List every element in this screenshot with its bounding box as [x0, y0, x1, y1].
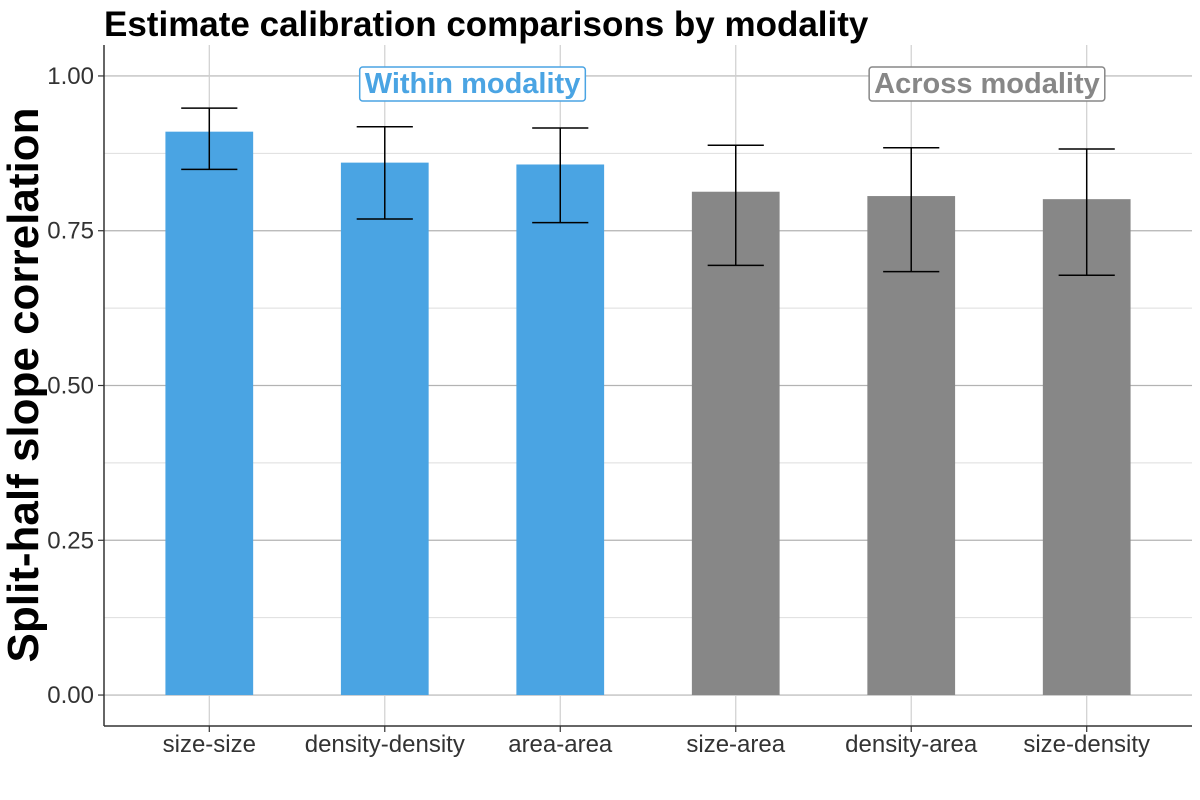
gridlines	[104, 45, 1192, 726]
bar-size-area	[691, 191, 780, 696]
y-axis-label: Split-half slope correlation	[0, 108, 48, 663]
group-labels: Within modality Across modality	[358, 66, 1106, 102]
bar-size-density	[1042, 199, 1131, 696]
chart-title: Estimate calibration comparisons by moda…	[104, 5, 869, 44]
group-label-text: Within modality	[365, 68, 581, 100]
x-tick-label: density-density	[305, 731, 465, 758]
group-label-box	[868, 66, 1106, 102]
y-tick-label: 0.75	[47, 218, 94, 245]
bar-size-size	[165, 131, 254, 696]
x-tick-label: size-size	[163, 731, 256, 758]
x-tick-label: area-area	[508, 731, 613, 758]
y-tick-label: 1.00	[47, 63, 94, 90]
x-tick-label: density-area	[845, 731, 978, 758]
tick-labels: 0.00 0.25 0.50 0.75 1.00 size-size density-den…	[47, 63, 1150, 758]
y-tick-label: 0.00	[47, 682, 94, 709]
group-label-box	[358, 66, 587, 102]
group-label-1: Across modality	[868, 66, 1106, 102]
error-bars	[181, 107, 1115, 277]
group-label-0: Within modality	[358, 66, 587, 102]
x-tick-label: size-density	[1023, 731, 1150, 758]
y-tick-label: 0.25	[47, 527, 94, 554]
bars	[165, 131, 1131, 696]
group-label-text: Across modality	[874, 68, 1100, 100]
bar-density-density	[340, 162, 429, 696]
x-tick-label: size-area	[686, 731, 785, 758]
y-tick-label: 0.50	[47, 373, 94, 400]
bar-area-area	[516, 164, 605, 696]
bar-density-area	[867, 196, 956, 696]
